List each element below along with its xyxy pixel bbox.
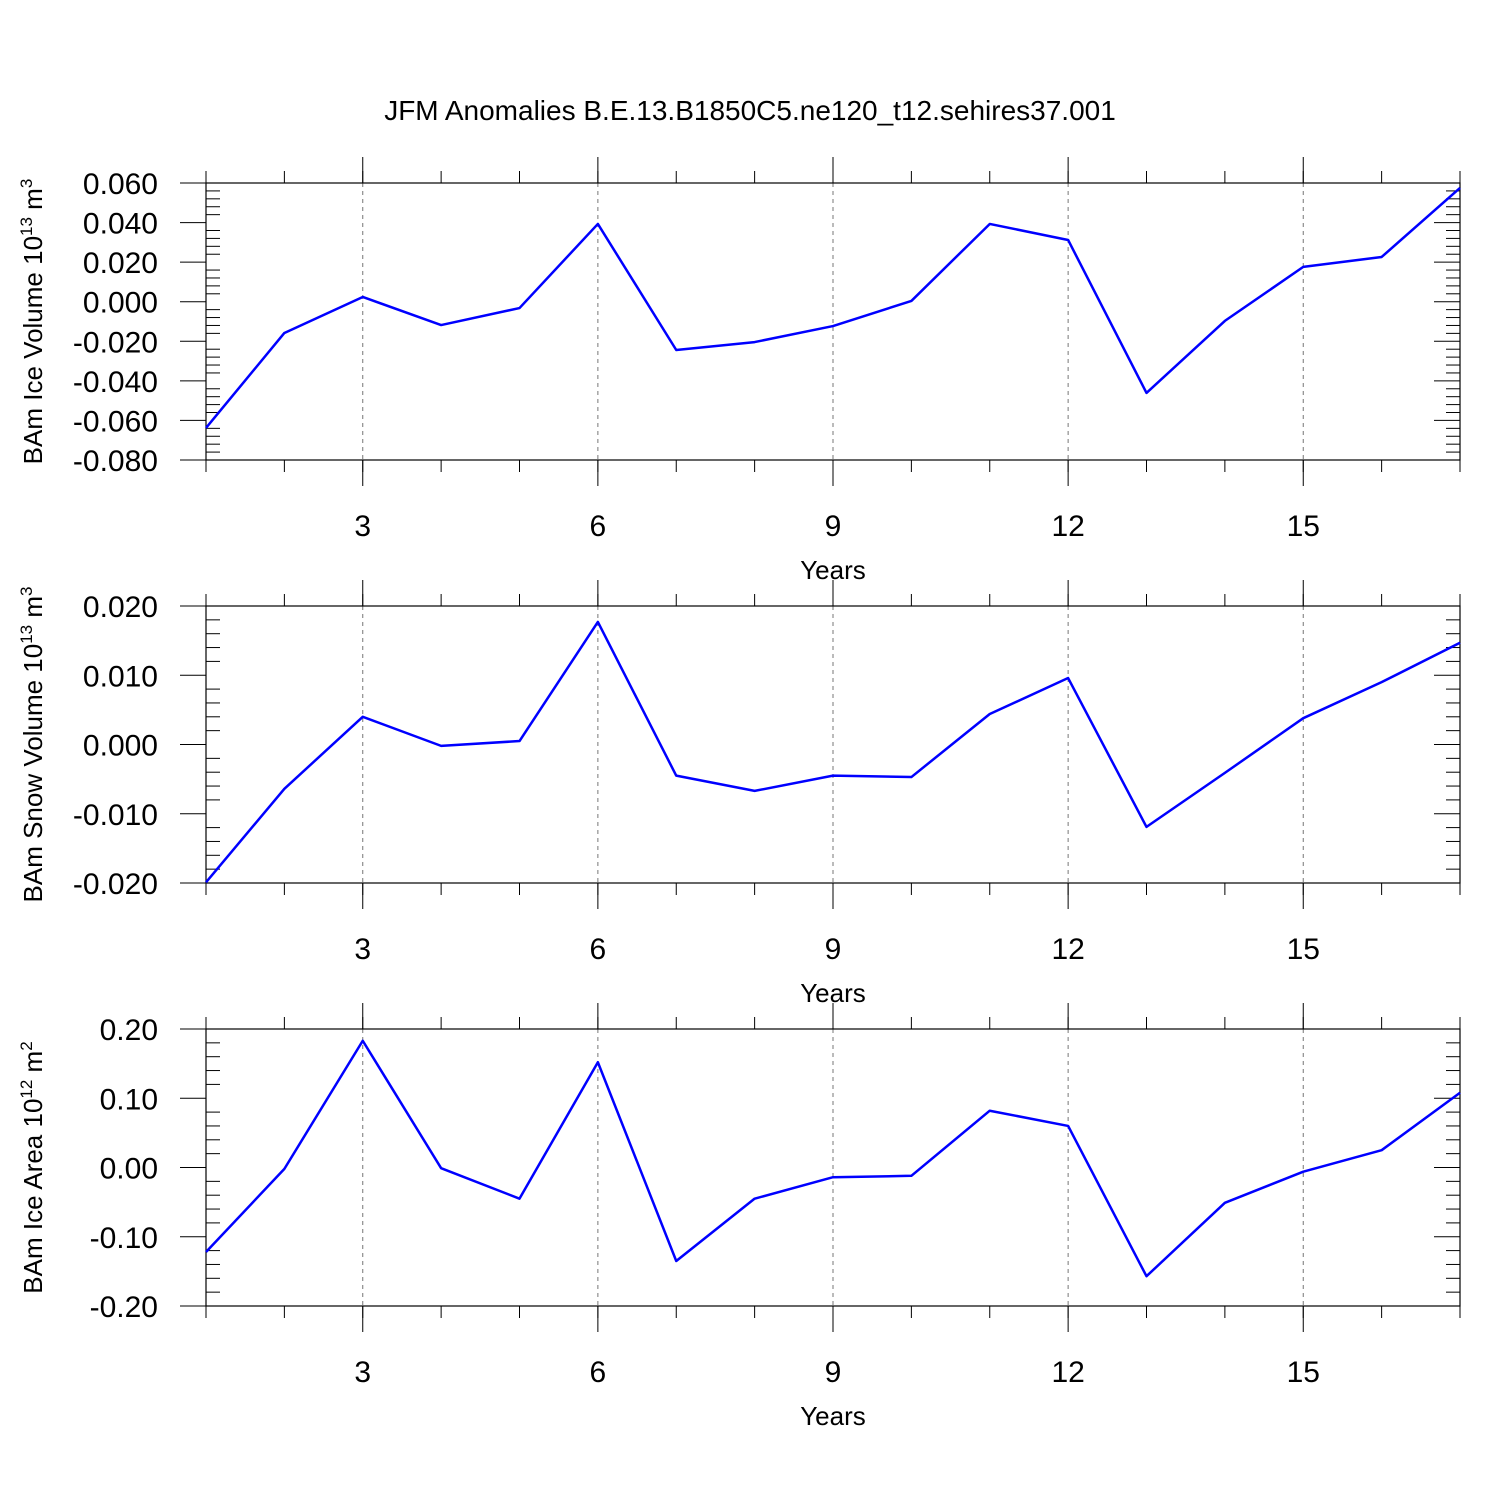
y-tick-label: 0.020 [83, 591, 158, 624]
x-tick-label: 12 [1051, 1356, 1084, 1389]
x-tick-label: 15 [1287, 510, 1320, 543]
x-tick-label: 12 [1051, 510, 1084, 543]
x-tick-label: 3 [354, 933, 371, 966]
y-tick-label: 0.10 [100, 1083, 158, 1116]
y-label-unit: m [18, 596, 48, 625]
y-tick-label: -0.010 [73, 799, 158, 832]
x-tick-label: 12 [1051, 933, 1084, 966]
y-tick-label: -0.020 [73, 868, 158, 901]
y-tick-label: 0.060 [83, 168, 158, 201]
x-tick-label: 6 [590, 933, 607, 966]
y-tick-label: 0.000 [83, 730, 158, 763]
y-tick-label: 0.040 [83, 208, 158, 241]
y-tick-label: -0.060 [73, 405, 158, 438]
data-line [205, 187, 1461, 429]
x-axis-label: Years [800, 1401, 866, 1431]
y-tick-label: -0.10 [90, 1222, 158, 1255]
y-tick-label: -0.20 [90, 1291, 158, 1324]
y-label-exp: 13 [17, 217, 36, 236]
data-line [205, 620, 1461, 884]
y-tick-label: -0.020 [73, 326, 158, 359]
y-tick-label: 0.20 [100, 1014, 158, 1047]
y-axis-label: BAm Ice Area 1012 m2 [17, 1041, 48, 1293]
x-tick-label: 3 [354, 510, 371, 543]
y-label-text: BAm Ice Volume 10 [18, 236, 48, 464]
y-label-exp: 12 [17, 1080, 36, 1099]
y-tick-label: 0.000 [83, 287, 158, 320]
y-label-text: BAm Ice Area 10 [18, 1099, 48, 1294]
plot-frame [205, 1028, 1461, 1307]
x-tick-label: 3 [354, 1356, 371, 1389]
y-label-unit-exp: 3 [17, 587, 36, 596]
y-tick-label: 0.010 [83, 660, 158, 693]
x-tick-label: 9 [825, 1356, 842, 1389]
data-line [205, 1039, 1461, 1278]
x-tick-label: 6 [590, 1356, 607, 1389]
y-label-unit: m [18, 1051, 48, 1080]
y-label-unit-exp: 3 [17, 179, 36, 188]
y-label-unit: m [18, 188, 48, 217]
y-tick-label: -0.040 [73, 366, 158, 399]
y-label-exp: 13 [17, 625, 36, 644]
y-tick-label: -0.080 [73, 445, 158, 478]
chart-title: JFM Anomalies B.E.13.B1850C5.ne120_t12.s… [384, 95, 1116, 126]
x-tick-label: 15 [1287, 933, 1320, 966]
x-tick-label: 15 [1287, 1356, 1320, 1389]
y-tick-label: 0.00 [100, 1153, 158, 1186]
y-label-text: BAm Snow Volume 10 [18, 644, 48, 903]
plot-frame [205, 605, 1461, 884]
y-label-unit-exp: 2 [17, 1041, 36, 1050]
x-tick-label: 9 [825, 510, 842, 543]
x-tick-label: 6 [590, 510, 607, 543]
y-axis-label: BAm Snow Volume 1013 m3 [17, 587, 48, 903]
y-tick-label: 0.020 [83, 247, 158, 280]
y-axis-label: BAm Ice Volume 1013 m3 [17, 179, 48, 465]
x-tick-label: 9 [825, 933, 842, 966]
plot-frame [205, 182, 1461, 461]
